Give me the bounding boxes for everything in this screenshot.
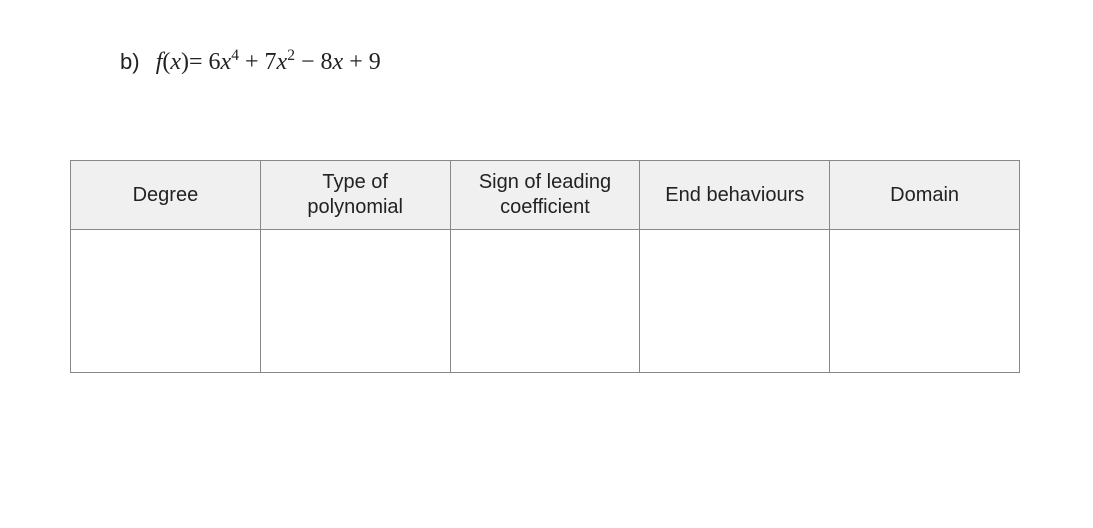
col-domain-label: Domain xyxy=(890,184,959,206)
col-type: Type ofpolynomial xyxy=(260,161,450,230)
col-end-label: End behaviours xyxy=(665,184,804,206)
col-type-label: Type ofpolynomial xyxy=(307,171,403,218)
question-function: f(x)= 6x4 + 7x2 − 8x + 9 xyxy=(156,49,381,75)
cell-domain xyxy=(830,230,1020,373)
question-label: b) xyxy=(120,49,140,74)
col-sign-label: Sign of leadingcoefficient xyxy=(479,171,611,218)
col-sign: Sign of leadingcoefficient xyxy=(450,161,640,230)
cell-end xyxy=(640,230,830,373)
polynomial-table: Degree Type ofpolynomial Sign of leading… xyxy=(70,160,1020,373)
col-degree: Degree xyxy=(71,161,261,230)
col-degree-label: Degree xyxy=(133,184,199,206)
table-row xyxy=(71,230,1020,373)
col-end: End behaviours xyxy=(640,161,830,230)
col-domain: Domain xyxy=(830,161,1020,230)
cell-type xyxy=(260,230,450,373)
cell-degree xyxy=(71,230,261,373)
question-line: b) f(x)= 6x4 + 7x2 − 8x + 9 xyxy=(120,48,381,77)
table-header-row: Degree Type ofpolynomial Sign of leading… xyxy=(71,161,1020,230)
cell-sign xyxy=(450,230,640,373)
